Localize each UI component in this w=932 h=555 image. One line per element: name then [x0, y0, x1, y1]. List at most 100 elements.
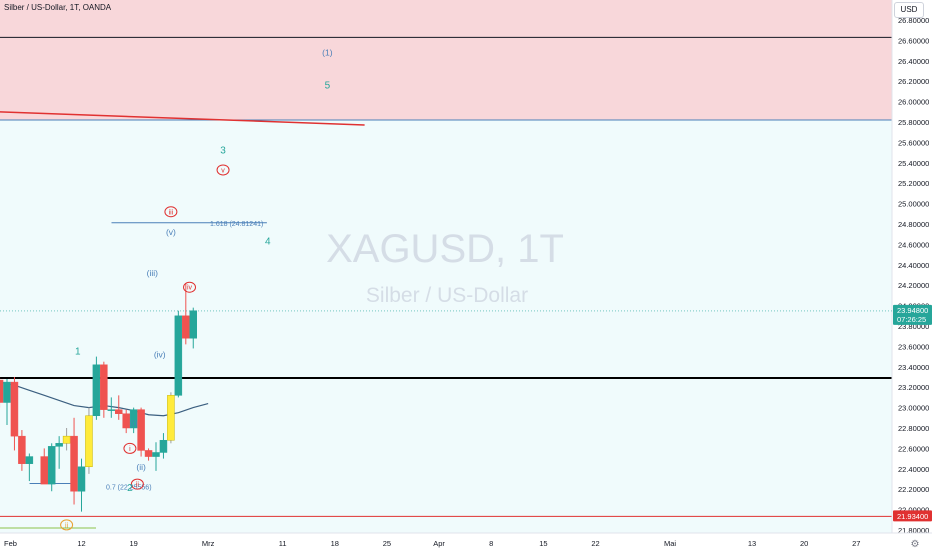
price-tick-label: 26.80000	[898, 16, 929, 25]
candle[interactable]	[182, 283, 190, 345]
candle[interactable]	[159, 433, 168, 459]
wave-label[interactable]: (v)	[166, 227, 176, 237]
wave-label[interactable]: (iv)	[154, 350, 166, 360]
price-tick-label: 25.20000	[898, 179, 929, 188]
candle-body	[85, 415, 93, 468]
time-tick-label: Mrz	[202, 539, 215, 548]
wave-label[interactable]: 4	[265, 236, 271, 247]
candle-body	[70, 435, 78, 492]
wave-label[interactable]: iii	[164, 206, 178, 218]
wave-label-text: 1	[75, 347, 81, 358]
time-tick-label: 12	[77, 539, 85, 548]
wave-label[interactable]: i	[123, 442, 137, 454]
wave-label[interactable]: v	[216, 164, 230, 176]
price-tick-label: 25.60000	[898, 138, 929, 147]
price-tick-label: 23.20000	[898, 383, 929, 392]
wave-label-text: (ii)	[136, 462, 146, 472]
time-tick-label: 11	[279, 539, 287, 548]
wave-label[interactable]: (ii)	[136, 462, 146, 472]
candle[interactable]	[144, 448, 153, 461]
currency-button[interactable]: USD	[894, 2, 924, 18]
candle-body	[182, 315, 190, 339]
candle[interactable]	[47, 443, 56, 492]
candle-body	[115, 409, 123, 414]
candle[interactable]	[100, 361, 108, 418]
price-tick-label: 23.40000	[898, 363, 929, 372]
wave-label-circle	[60, 519, 74, 531]
wave-label-text: i	[129, 446, 131, 453]
candle[interactable]	[122, 409, 130, 434]
candle[interactable]	[92, 356, 101, 420]
wave-label[interactable]: ii	[130, 478, 144, 490]
price-tick-label: 23.00000	[898, 404, 929, 413]
symbol-header[interactable]: Silber / US-Dollar, 1T, OANDA	[4, 3, 112, 12]
price-tick-label: 22.20000	[898, 485, 929, 494]
candle-body	[174, 315, 183, 396]
candle[interactable]	[70, 417, 78, 505]
wave-label-text: (1)	[322, 48, 333, 58]
candle[interactable]	[115, 395, 123, 420]
candle[interactable]	[55, 436, 63, 469]
wave-label[interactable]: (iii)	[147, 268, 158, 278]
candle[interactable]	[167, 392, 175, 444]
wave-label[interactable]: (i)	[130, 418, 138, 428]
candle[interactable]	[18, 430, 26, 471]
wave-label-circle	[164, 206, 178, 218]
support-price-tag	[893, 510, 932, 522]
wave-label-text: 5	[325, 80, 331, 91]
wave-label[interactable]: iv	[183, 281, 197, 293]
wave-label-text: ii	[65, 522, 69, 529]
price-tick-label: 26.40000	[898, 57, 929, 66]
price-axis[interactable]	[892, 0, 932, 533]
red-trendline[interactable]	[0, 111, 365, 126]
candle[interactable]	[25, 453, 34, 482]
wave-label[interactable]: (1)	[322, 48, 333, 58]
candle[interactable]	[152, 442, 160, 471]
candle[interactable]	[3, 379, 11, 425]
candle-body	[107, 409, 116, 411]
candle-body	[189, 310, 197, 339]
time-axis[interactable]	[0, 533, 932, 550]
wave-label[interactable]: 5	[325, 80, 331, 91]
candle[interactable]	[174, 310, 183, 398]
wave-label-circle	[123, 442, 137, 454]
candle-body	[129, 409, 138, 429]
candle-body	[55, 443, 63, 447]
settings-gear-icon: ⚙	[911, 539, 920, 550]
candle-body	[159, 439, 168, 453]
price-tick-label: 26.00000	[898, 98, 929, 107]
wave-label-text: iv	[187, 285, 193, 292]
candle[interactable]	[107, 397, 116, 418]
wave-label-text: (iv)	[154, 350, 166, 360]
candle-body	[3, 381, 11, 403]
candle[interactable]	[129, 407, 138, 434]
candle[interactable]	[77, 458, 86, 512]
time-tick-label: 20	[800, 539, 808, 548]
wave-label[interactable]: ii	[60, 519, 74, 531]
time-tick-label: 22	[591, 539, 599, 548]
watermark: XAGUSD, 1T Silber / US-Dollar	[326, 227, 564, 307]
candle[interactable]	[189, 307, 197, 349]
wave-label[interactable]: 3	[220, 146, 226, 157]
candle[interactable]	[10, 377, 19, 451]
candle[interactable]	[0, 377, 4, 408]
wave-label[interactable]: 1	[75, 347, 81, 358]
price-tick-label: 25.00000	[898, 200, 929, 209]
price-tick-label: 24.60000	[898, 240, 929, 249]
time-tick-label: 13	[748, 539, 756, 548]
candle-body	[167, 395, 175, 441]
fib-label: 0.7 (22.25556)	[106, 484, 152, 491]
candle-body	[100, 364, 108, 410]
candle[interactable]	[62, 428, 71, 451]
support-price-label: 21.93400	[897, 512, 928, 521]
candle[interactable]	[85, 407, 93, 474]
candle[interactable]	[137, 407, 145, 457]
candle-body	[47, 446, 56, 485]
wave-label-text: v	[221, 167, 225, 174]
candle[interactable]	[40, 448, 48, 485]
price-tick-label: 26.60000	[898, 36, 929, 45]
price-tick-label: 23.80000	[898, 322, 929, 331]
wave-label[interactable]: 2	[127, 483, 133, 494]
